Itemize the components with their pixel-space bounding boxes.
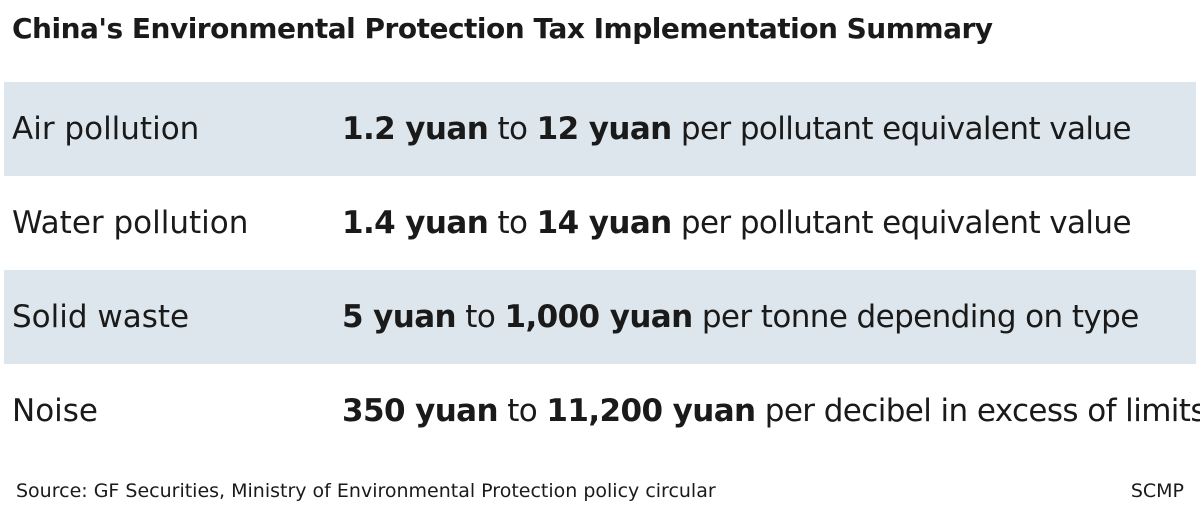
row-category: Water pollution	[12, 205, 249, 241]
rate-connector: to	[488, 205, 537, 241]
rate-connector: to	[497, 393, 547, 429]
rate-unit: per decibel in excess of limits	[755, 393, 1200, 429]
rate-unit: per pollutant equivalent value	[671, 205, 1132, 241]
rate-low: 5 yuan	[342, 299, 457, 335]
rate-unit: per pollutant equivalent value	[671, 111, 1132, 147]
footer: Source: GF Securities, Ministry of Envir…	[16, 480, 1184, 502]
rate-connector: to	[456, 299, 505, 335]
page-title: China's Environmental Protection Tax Imp…	[12, 12, 993, 45]
row-category: Solid waste	[12, 299, 190, 335]
rate-low: 350 yuan	[342, 393, 499, 429]
rate-connector: to	[488, 111, 537, 147]
table-row: Air pollution 1.2 yuan to 12 yuan per po…	[4, 82, 1196, 176]
table-row: Water pollution 1.4 yuan to 14 yuan per …	[4, 176, 1196, 270]
table-row: Solid waste 5 yuan to 1,000 yuan per ton…	[4, 270, 1196, 364]
tax-table: Air pollution 1.2 yuan to 12 yuan per po…	[4, 82, 1200, 458]
row-category: Noise	[12, 393, 98, 429]
row-rate: 1.2 yuan to 12 yuan per pollutant equiva…	[342, 111, 1132, 147]
rate-unit: per tonne depending on type	[692, 299, 1139, 335]
publisher-credit: SCMP	[1130, 480, 1184, 502]
rate-high: 11,200 yuan	[546, 393, 756, 429]
row-rate: 350 yuan to 11,200 yuan per decibel in e…	[342, 393, 1200, 429]
rate-high: 14 yuan	[536, 205, 673, 241]
rate-low: 1.2 yuan	[342, 111, 489, 147]
rate-low: 1.4 yuan	[342, 205, 489, 241]
rate-high: 1,000 yuan	[504, 299, 693, 335]
rate-high: 12 yuan	[536, 111, 673, 147]
row-category: Air pollution	[12, 111, 200, 147]
row-rate: 5 yuan to 1,000 yuan per tonne depending…	[342, 299, 1139, 335]
row-rate: 1.4 yuan to 14 yuan per pollutant equiva…	[342, 205, 1132, 241]
table-row: Noise 350 yuan to 11,200 yuan per decibe…	[4, 364, 1200, 458]
source-note: Source: GF Securities, Ministry of Envir…	[16, 480, 716, 502]
